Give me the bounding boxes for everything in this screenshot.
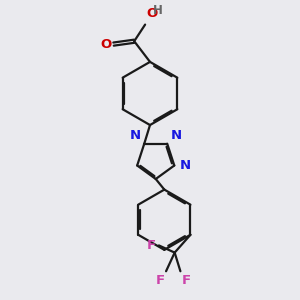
Text: F: F	[147, 239, 156, 252]
Text: N: N	[179, 159, 191, 172]
Text: H: H	[153, 4, 163, 17]
Text: O: O	[100, 38, 111, 51]
Text: N: N	[130, 129, 141, 142]
Text: F: F	[155, 274, 165, 286]
Text: O: O	[147, 7, 158, 20]
Text: F: F	[182, 274, 191, 286]
Text: N: N	[171, 129, 182, 142]
